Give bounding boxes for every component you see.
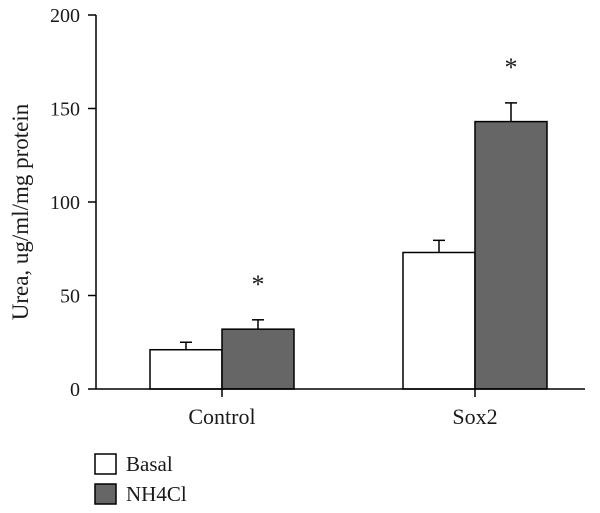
bars-layer [149, 120, 548, 390]
annotations-layer: ** [252, 53, 518, 299]
axes-layer: 0 50 100 150 200 Control Sox2 [50, 5, 585, 429]
significance-asterisk: * [505, 53, 518, 82]
y-axis-title: Urea, ug/ml/mg protein [8, 103, 33, 320]
legend-swatch-basal [94, 453, 117, 475]
legend: Basal NH4Cl [94, 452, 187, 506]
error-bars-layer [180, 102, 517, 350]
legend-label-basal: Basal [126, 452, 173, 476]
bar-control-nh4cl [221, 328, 295, 390]
significance-asterisk: * [252, 270, 265, 299]
x-tick-label-control: Control [188, 404, 255, 429]
y-tick-label-200: 200 [50, 5, 80, 27]
x-tick-label-sox2: Sox2 [452, 404, 497, 429]
y-tick-label-150: 150 [50, 99, 80, 121]
bar-sox2-nh4cl [474, 120, 548, 390]
bar-sox2-basal [402, 251, 476, 390]
legend-label-nh4cl: NH4Cl [126, 482, 187, 506]
y-tick-label-100: 100 [50, 192, 80, 214]
bar-control-basal [149, 348, 223, 390]
legend-swatch-nh4cl [94, 483, 117, 505]
y-tick-label-0: 0 [70, 379, 80, 401]
y-tick-label-50: 50 [60, 286, 80, 308]
